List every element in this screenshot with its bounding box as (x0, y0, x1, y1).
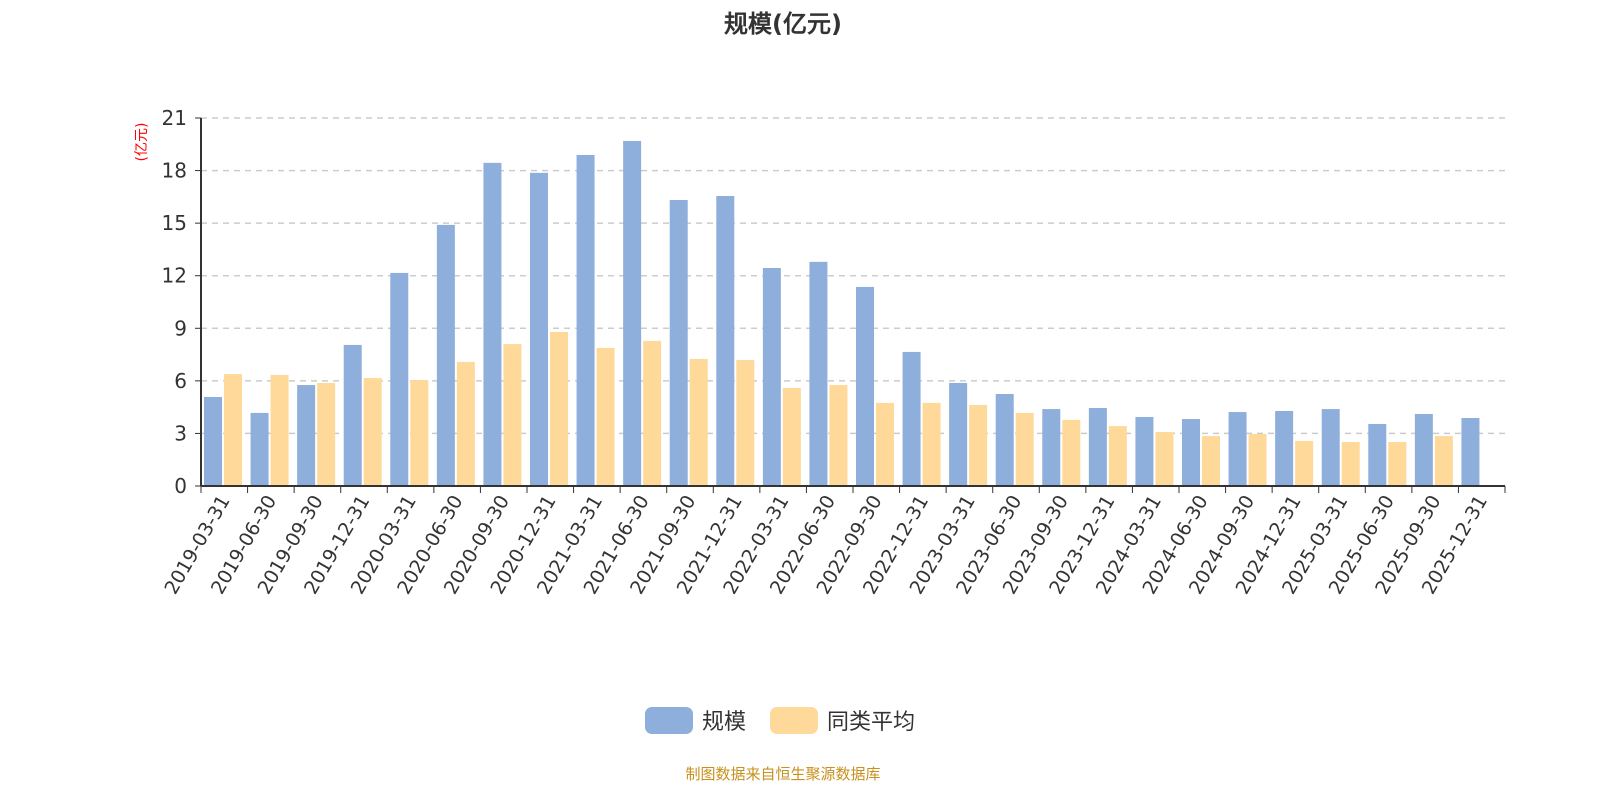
bar-peer-average[interactable] (782, 388, 801, 486)
bar-peer-average[interactable] (829, 385, 848, 486)
bar-peer-average[interactable] (550, 331, 568, 486)
footer-source: 制图数据来自恒生聚源数据库 (685, 765, 880, 783)
bar-peer-average[interactable] (503, 344, 522, 486)
bar-scale[interactable] (1135, 416, 1154, 486)
bar-scale[interactable] (576, 154, 595, 487)
bar-peer-average[interactable] (1341, 442, 1360, 486)
bar-scale[interactable] (995, 394, 1014, 486)
bar-peer-average[interactable] (270, 374, 289, 486)
bar-scale[interactable] (856, 286, 874, 486)
bar-scale[interactable] (1042, 409, 1061, 486)
bar-scale[interactable] (949, 382, 968, 486)
bar-scale[interactable] (297, 385, 316, 486)
bar-peer-average[interactable] (1108, 426, 1127, 486)
bar-peer-average[interactable] (410, 379, 429, 486)
bar-scale[interactable] (1321, 409, 1340, 486)
legend-swatch (645, 707, 693, 734)
bar-scale[interactable] (483, 162, 502, 486)
y-tick-label: 3 (174, 421, 187, 445)
bar-peer-average[interactable] (736, 360, 755, 486)
bar-peer-average[interactable] (689, 358, 708, 486)
bar-scale[interactable] (902, 351, 921, 486)
bar-scale[interactable] (1461, 418, 1480, 486)
y-tick-label: 0 (174, 474, 187, 498)
y-tick-label: 18 (162, 159, 187, 183)
bar-scale[interactable] (390, 272, 409, 486)
bar-scale[interactable] (809, 261, 828, 486)
bar-peer-average[interactable] (1062, 419, 1081, 486)
bar-peer-average[interactable] (969, 405, 988, 486)
bar-peer-average[interactable] (1202, 436, 1220, 486)
bar-scale[interactable] (250, 412, 269, 486)
bar-scale[interactable] (436, 224, 455, 486)
bar-peer-average[interactable] (1155, 432, 1174, 486)
y-tick-label: 12 (162, 264, 187, 288)
bar-peer-average[interactable] (317, 382, 336, 486)
bar-peer-average[interactable] (1015, 412, 1034, 486)
y-tick-label: 9 (174, 316, 187, 340)
bar-scale[interactable] (343, 344, 362, 486)
bar-scale[interactable] (762, 268, 781, 486)
bar-peer-average[interactable] (1434, 436, 1453, 486)
bar-peer-average[interactable] (596, 347, 615, 486)
bar-peer-average[interactable] (1295, 440, 1314, 486)
legend-swatch (770, 707, 818, 734)
bar-peer-average[interactable] (876, 402, 894, 486)
bar-peer-average[interactable] (224, 374, 242, 486)
y-tick-label: 6 (174, 369, 187, 393)
legend-item-peer-average[interactable]: 同类平均 (770, 707, 915, 735)
bar-scale[interactable] (716, 195, 735, 486)
bar-scale[interactable] (669, 200, 688, 487)
bar-peer-average[interactable] (922, 402, 941, 486)
bar-scale[interactable] (1182, 419, 1200, 486)
y-axis-label: (亿元) (134, 123, 150, 162)
y-tick-label: 21 (162, 106, 187, 130)
legend-item-scale[interactable]: 规模 (645, 707, 746, 735)
bar-scale[interactable] (1228, 412, 1247, 486)
y-tick-label: 15 (162, 211, 187, 235)
chart-title: 规模(亿元) (724, 10, 842, 38)
legend-label: 规模 (702, 710, 746, 735)
bar-peer-average[interactable] (363, 378, 382, 486)
bar-scale[interactable] (623, 140, 642, 487)
legend-label: 同类平均 (827, 710, 915, 735)
bar-scale[interactable] (1275, 410, 1294, 486)
bar-peer-average[interactable] (1388, 442, 1407, 486)
bar-peer-average[interactable] (456, 361, 475, 486)
bar-peer-average[interactable] (643, 340, 662, 486)
bar-scale[interactable] (1414, 413, 1433, 486)
bar-scale[interactable] (1088, 408, 1107, 486)
bar-scale[interactable] (204, 396, 222, 486)
bar-scale[interactable] (1368, 423, 1387, 486)
bar-peer-average[interactable] (1248, 433, 1267, 486)
bar-scale[interactable] (530, 172, 548, 486)
